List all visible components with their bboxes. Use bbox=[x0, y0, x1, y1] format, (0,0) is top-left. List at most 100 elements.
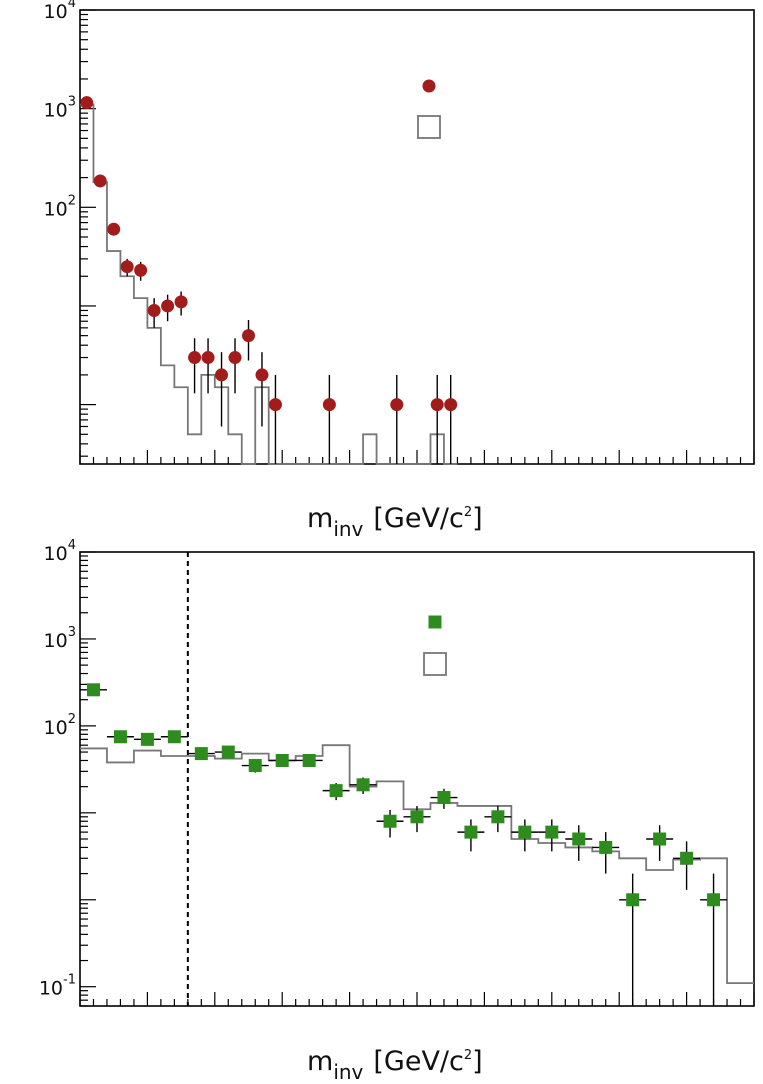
y-tick-base: 10 bbox=[39, 978, 63, 1000]
data-marker-square bbox=[167, 730, 181, 744]
plot-frame bbox=[79, 551, 755, 1007]
y-tick-label: 103 bbox=[44, 95, 76, 122]
data-point bbox=[646, 825, 674, 861]
x-label-close: ] bbox=[472, 1046, 483, 1077]
data-marker-circle bbox=[134, 263, 148, 277]
data-marker-circle bbox=[242, 329, 255, 343]
y-tick-exp: 2 bbox=[68, 193, 76, 208]
data-marker-square bbox=[680, 851, 694, 865]
data-point bbox=[201, 338, 215, 394]
data-marker-circle bbox=[322, 398, 336, 412]
data-marker-square bbox=[275, 753, 289, 767]
data-point bbox=[592, 832, 620, 874]
data-point bbox=[349, 777, 377, 794]
data-marker-circle bbox=[147, 303, 161, 317]
data-point bbox=[322, 374, 336, 464]
data-marker-circle bbox=[188, 351, 202, 365]
data-point bbox=[80, 683, 107, 697]
data-marker-square bbox=[572, 832, 586, 846]
y-tick-base: 10 bbox=[44, 1, 68, 23]
data-marker-circle bbox=[161, 299, 175, 313]
data-marker-circle bbox=[430, 398, 444, 412]
data-marker-circle bbox=[174, 295, 188, 309]
data-point bbox=[120, 258, 134, 277]
mc-histogram bbox=[80, 103, 458, 465]
data-point bbox=[430, 788, 458, 809]
x-label-sub: inv bbox=[333, 1060, 363, 1084]
data-point bbox=[268, 374, 282, 464]
data-marker-square bbox=[194, 747, 208, 761]
x-label-sub: inv bbox=[333, 517, 363, 541]
y-tick-label: 10-1 bbox=[39, 973, 76, 1000]
data-point bbox=[161, 294, 175, 322]
data-marker-circle bbox=[80, 96, 94, 110]
x-label-sup: 2 bbox=[464, 1048, 472, 1063]
x-label-close: ] bbox=[472, 503, 483, 534]
data-point bbox=[268, 753, 296, 767]
data-marker-square bbox=[491, 810, 505, 824]
data-point bbox=[484, 805, 512, 833]
plot-frame bbox=[79, 9, 755, 465]
y-tick-exp: 3 bbox=[68, 95, 76, 110]
data-point bbox=[241, 759, 269, 773]
data-marker-circle bbox=[390, 398, 404, 412]
data-marker-circle bbox=[268, 398, 282, 412]
data-point bbox=[160, 730, 188, 744]
data-point bbox=[215, 352, 229, 427]
data-marker-circle bbox=[228, 351, 242, 365]
y-tick-label: 102 bbox=[44, 193, 76, 220]
mc-histogram bbox=[80, 744, 754, 985]
data-marker-square bbox=[329, 784, 343, 798]
data-point bbox=[134, 261, 148, 281]
legend-data-marker bbox=[428, 615, 442, 629]
data-point bbox=[322, 783, 350, 801]
legend-data-marker bbox=[422, 79, 436, 93]
data-marker-square bbox=[518, 825, 532, 839]
y-tick-exp: 3 bbox=[68, 625, 76, 640]
x-label-main: m bbox=[307, 1046, 333, 1077]
data-marker-square bbox=[221, 745, 235, 759]
x-label-unit: [GeV/c bbox=[373, 1046, 463, 1077]
legend-mc-box bbox=[423, 652, 447, 676]
y-tick-base: 10 bbox=[44, 630, 68, 652]
data-point bbox=[444, 374, 458, 464]
data-point bbox=[673, 841, 701, 890]
y-tick-base: 10 bbox=[44, 717, 68, 739]
data-marker-square bbox=[86, 683, 100, 697]
data-marker-circle bbox=[255, 368, 269, 382]
data-marker-circle bbox=[444, 398, 458, 412]
data-point bbox=[187, 747, 215, 761]
data-point bbox=[619, 873, 647, 1006]
data-marker-circle bbox=[93, 174, 107, 188]
data-marker-square bbox=[302, 753, 316, 767]
data-marker-square bbox=[356, 778, 370, 792]
data-point bbox=[188, 338, 202, 394]
data-point bbox=[390, 374, 404, 464]
data-point bbox=[106, 730, 134, 744]
data-marker-square bbox=[383, 814, 397, 828]
data-point bbox=[242, 320, 255, 361]
data-point bbox=[174, 291, 188, 316]
y-tick-label: 103 bbox=[44, 625, 76, 652]
x-label-unit: [GeV/c bbox=[373, 503, 463, 534]
data-marker-square bbox=[410, 810, 424, 824]
y-tick-label: 102 bbox=[44, 712, 76, 739]
data-point bbox=[700, 873, 728, 1006]
data-point bbox=[295, 753, 323, 767]
data-marker-square bbox=[626, 893, 640, 907]
data-marker-square bbox=[248, 759, 262, 773]
data-point bbox=[255, 352, 269, 427]
data-point bbox=[147, 298, 161, 328]
data-marker-square bbox=[437, 791, 451, 805]
y-tick-label: 104 bbox=[44, 538, 76, 565]
data-point bbox=[133, 732, 161, 746]
data-marker-square bbox=[464, 825, 478, 839]
x-axis-label: minv [GeV/c2] bbox=[307, 1046, 483, 1084]
data-point bbox=[565, 825, 593, 861]
y-tick-label: 104 bbox=[44, 0, 76, 23]
data-marker-circle bbox=[120, 260, 134, 274]
y-tick-base: 10 bbox=[44, 543, 68, 565]
data-point bbox=[214, 745, 242, 759]
